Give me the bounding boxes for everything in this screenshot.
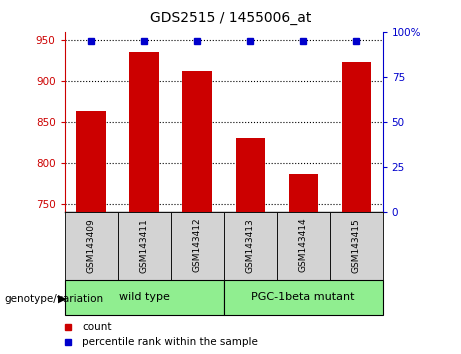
Text: percentile rank within the sample: percentile rank within the sample [82, 337, 258, 348]
Text: genotype/variation: genotype/variation [5, 294, 104, 304]
Bar [342, 62, 371, 212]
Bar [236, 138, 265, 212]
Bar [224, 280, 383, 315]
Text: GSM143411: GSM143411 [140, 218, 148, 273]
Bar [289, 174, 318, 212]
Text: GSM143415: GSM143415 [352, 218, 361, 273]
Text: GSM143409: GSM143409 [87, 218, 95, 273]
Bar [277, 212, 330, 280]
Bar [65, 212, 118, 280]
Text: PGC-1beta mutant: PGC-1beta mutant [251, 292, 355, 302]
Bar [224, 212, 277, 280]
Bar [130, 52, 159, 212]
Bar [77, 112, 106, 212]
Text: GSM143414: GSM143414 [299, 218, 307, 273]
Bar [171, 212, 224, 280]
Text: wild type: wild type [118, 292, 170, 302]
Bar [183, 71, 212, 212]
Bar [330, 212, 383, 280]
Text: count: count [82, 321, 112, 332]
Text: GSM143413: GSM143413 [246, 218, 254, 273]
Bar [118, 212, 171, 280]
Text: ▶: ▶ [58, 294, 66, 304]
Text: GSM143412: GSM143412 [193, 218, 201, 273]
Bar [65, 280, 224, 315]
Text: GDS2515 / 1455006_at: GDS2515 / 1455006_at [150, 11, 311, 25]
